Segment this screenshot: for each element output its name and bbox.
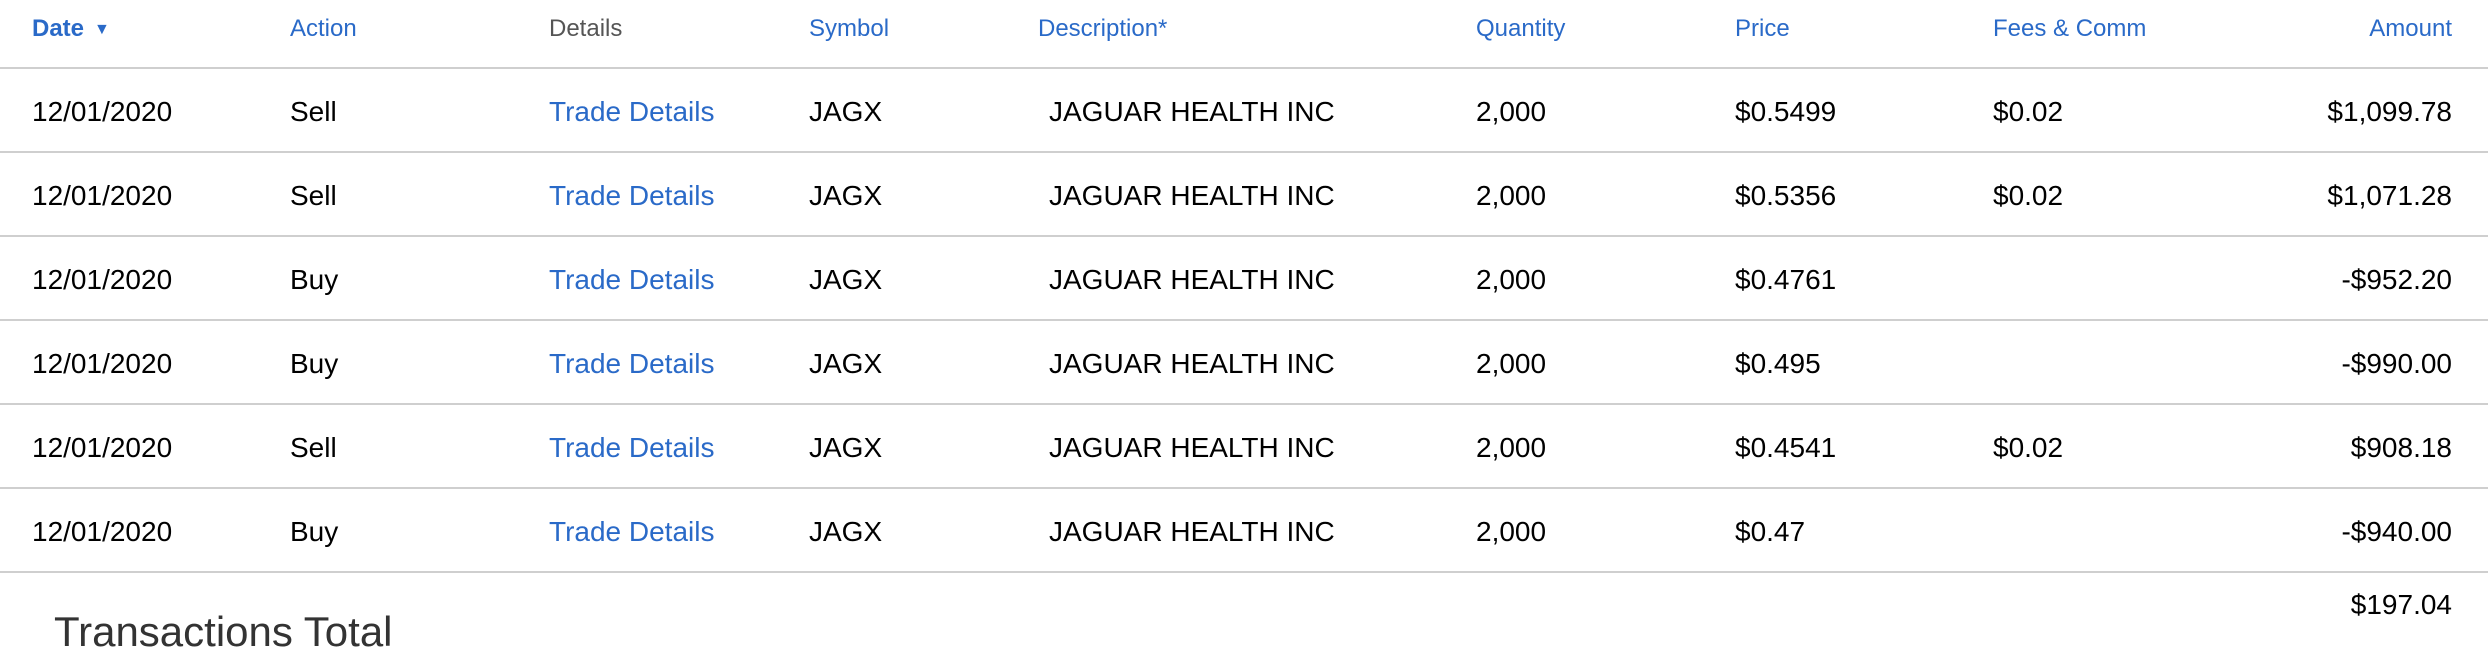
fees-cell: $0.02	[1993, 96, 2064, 127]
date-cell: 12/01/2020	[32, 96, 173, 127]
sort-descending-icon: ▼	[94, 21, 110, 38]
trade-details-link[interactable]: Trade Details	[549, 264, 715, 295]
column-header-amount[interactable]: Amount	[2369, 15, 2452, 42]
column-header-fees[interactable]: Fees & Comm	[1993, 15, 2147, 42]
quantity-cell: 2,000	[1476, 96, 1547, 127]
transactions-total-label: Transactions Total	[54, 608, 393, 655]
description-cell: JAGUAR HEALTH INC	[1049, 264, 1335, 295]
quantity-cell: 2,000	[1476, 516, 1547, 547]
fees-cell: $0.02	[1993, 180, 2064, 211]
date-cell: 12/01/2020	[32, 516, 173, 547]
transactions-total-value: $197.04	[2350, 589, 2452, 620]
description-cell: JAGUAR HEALTH INC	[1049, 180, 1335, 211]
table-row: 12/01/2020 Buy Trade Details JAGX JAGUAR HEA…	[0, 321, 2488, 405]
description-cell: JAGUAR HEALTH INC	[1049, 348, 1335, 379]
fees-cell: $0.02	[1993, 432, 2064, 463]
price-cell: $0.5356	[1735, 180, 1837, 211]
table-row: 12/01/2020 Sell Trade Details JAGX JAGUAR HE…	[0, 153, 2488, 237]
amount-cell: -$940.00	[2341, 516, 2452, 547]
action-cell: Sell	[290, 96, 337, 127]
trade-details-link[interactable]: Trade Details	[549, 432, 715, 463]
date-cell: 12/01/2020	[32, 180, 173, 211]
symbol-cell: JAGX	[809, 180, 883, 211]
amount-cell: -$990.00	[2341, 348, 2452, 379]
column-header-date-label: Date	[32, 15, 85, 42]
column-header-quantity[interactable]: Quantity	[1476, 15, 1566, 42]
price-cell: $0.495	[1735, 348, 1821, 379]
column-header-details: Details	[549, 15, 623, 42]
quantity-cell: 2,000	[1476, 348, 1547, 379]
symbol-cell: JAGX	[809, 264, 883, 295]
table-row: 12/01/2020 Buy Trade Details JAGX JAGUAR HEA…	[0, 237, 2488, 321]
action-cell: Sell	[290, 432, 337, 463]
symbol-cell: JAGX	[809, 432, 883, 463]
table-row: 12/01/2020 Sell Trade Details JAGX JAGUAR HE…	[0, 405, 2488, 489]
symbol-cell: JAGX	[809, 348, 883, 379]
quantity-cell: 2,000	[1476, 264, 1547, 295]
table-row: 12/01/2020 Buy Trade Details JAGX JAGUAR HEA…	[0, 489, 2488, 573]
description-cell: JAGUAR HEALTH INC	[1049, 516, 1335, 547]
price-cell: $0.4541	[1735, 432, 1837, 463]
date-cell: 12/01/2020	[32, 264, 173, 295]
column-header-symbol[interactable]: Symbol	[809, 15, 890, 42]
trade-details-link[interactable]: Trade Details	[549, 516, 715, 547]
date-cell: 12/01/2020	[32, 348, 173, 379]
action-cell: Buy	[290, 264, 339, 295]
quantity-cell: 2,000	[1476, 432, 1547, 463]
amount-cell: $1,099.78	[2327, 96, 2452, 127]
amount-cell: $1,071.28	[2327, 180, 2452, 211]
action-cell: Sell	[290, 180, 337, 211]
action-cell: Buy	[290, 516, 339, 547]
column-header-action[interactable]: Action	[290, 15, 357, 42]
amount-cell: $908.18	[2350, 432, 2452, 463]
symbol-cell: JAGX	[809, 516, 883, 547]
table-header: Date ▼ Action Details Symbol Description*…	[0, 0, 2488, 69]
description-cell: JAGUAR HEALTH INC	[1049, 432, 1335, 463]
quantity-cell: 2,000	[1476, 180, 1547, 211]
price-cell: $0.5499	[1735, 96, 1837, 127]
trade-details-link[interactable]: Trade Details	[549, 96, 715, 127]
action-cell: Buy	[290, 348, 339, 379]
price-cell: $0.4761	[1735, 264, 1837, 295]
amount-cell: -$952.20	[2341, 264, 2452, 295]
column-header-date[interactable]: Date ▼	[32, 15, 110, 43]
trade-details-link[interactable]: Trade Details	[549, 180, 715, 211]
price-cell: $0.47	[1735, 516, 1806, 547]
date-cell: 12/01/2020	[32, 432, 173, 463]
column-header-price[interactable]: Price	[1735, 15, 1790, 42]
trade-details-link[interactable]: Trade Details	[549, 348, 715, 379]
description-cell: JAGUAR HEALTH INC	[1049, 96, 1335, 127]
table-row: 12/01/2020 Sell Trade Details JAGX JAGUAR HE…	[0, 69, 2488, 153]
symbol-cell: JAGX	[809, 96, 883, 127]
column-header-description[interactable]: Description*	[1038, 15, 1168, 42]
